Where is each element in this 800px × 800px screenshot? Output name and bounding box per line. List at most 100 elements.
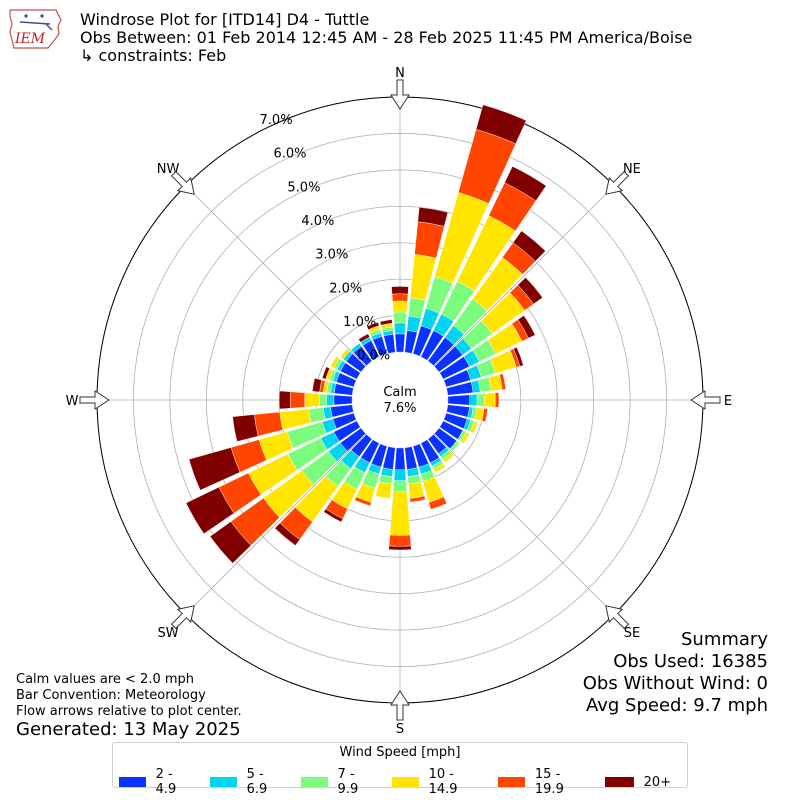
wind-bar-segment — [417, 207, 449, 227]
wind-bar-segment — [481, 408, 488, 422]
wind-bar-segment — [460, 431, 470, 444]
flow-arrow-shape — [79, 390, 110, 410]
flow-arrow-icon — [605, 605, 630, 630]
wind-bar-segment — [312, 378, 322, 393]
wind-bar-segment — [323, 508, 344, 523]
radial-tick-label: 3.0% — [315, 248, 348, 263]
wind-bar-segment — [274, 522, 300, 546]
wind-bar-segment — [513, 347, 524, 367]
radial-tick-label: 6.0% — [273, 147, 306, 162]
wind-bar-segment — [512, 230, 546, 262]
legend-item: 2 - 4.9 — [119, 767, 194, 797]
wind-bar-segment — [388, 534, 412, 547]
flow-arrow-icon — [390, 79, 410, 110]
flow-arrow-icon — [605, 170, 630, 195]
wind-bar-segment — [392, 300, 408, 313]
wind-bar-segment — [304, 392, 320, 408]
calm-label: Calm — [383, 385, 416, 400]
legend-item: 20+ — [604, 767, 671, 797]
iowa-map-icon: IEM — [9, 9, 62, 49]
wind-bar-segment — [209, 521, 252, 564]
legend-label: 10 - 14.9 — [428, 767, 458, 797]
chart-title: Windrose Plot for [ITD14] D4 - Tuttle — [80, 10, 370, 29]
wind-bar-segment — [483, 392, 496, 408]
radial-tick-label: 1.0% — [343, 315, 376, 330]
grid-spoke — [399, 399, 615, 615]
wind-bar-segment — [254, 411, 284, 437]
wind-bar-segment — [414, 221, 445, 259]
wind-bar-segment — [391, 293, 409, 302]
flow-arrow-shape — [170, 170, 195, 195]
summary-obs-without-wind: Obs Without Wind: 0 — [582, 673, 768, 694]
wind-bar-segment — [358, 333, 370, 343]
wind-bar-segment — [375, 481, 392, 499]
wind-bar-segment — [185, 486, 235, 535]
wind-bar-segment — [475, 104, 527, 145]
wind-bar-segment — [333, 394, 353, 406]
wind-bar-segment — [499, 373, 506, 391]
chart-subtitle: Obs Between: 01 Feb 2014 12:45 AM - 28 F… — [80, 28, 693, 47]
wind-bar-segment — [447, 394, 471, 406]
legend-swatch — [300, 777, 328, 787]
wind-bar-segment — [517, 315, 536, 339]
radial-tick-label: 7.0% — [260, 113, 293, 128]
wind-bar-segment — [232, 414, 259, 442]
wind-bar-segment — [392, 480, 408, 492]
logo-text: IEM — [14, 31, 46, 47]
legend-item: 7 - 9.9 — [300, 767, 376, 797]
wind-bar-segment — [470, 420, 479, 434]
legend-label: 2 - 4.9 — [155, 767, 177, 797]
flow-arrow-icon — [79, 390, 110, 410]
wind-bar-segment — [321, 366, 330, 380]
direction-label-se: SE — [624, 626, 640, 641]
legend-swatch — [498, 777, 525, 787]
legend-item: 10 - 14.9 — [391, 767, 482, 797]
wind-bar-segment — [389, 491, 411, 536]
legend-swatch — [119, 777, 146, 787]
wind-bar-segment — [354, 496, 372, 507]
wind-bar-segment — [476, 393, 485, 407]
wind-bar-segment — [494, 392, 500, 408]
radial-tick-label: 2.0% — [329, 281, 362, 296]
wind-bar-segment — [504, 166, 547, 202]
wind-bar-segment — [393, 311, 407, 324]
legend-label: 15 - 19.9 — [534, 767, 564, 797]
flow-arrow-icon — [690, 390, 721, 410]
generated-date: Generated: 13 May 2025 — [16, 719, 241, 740]
radial-tick-label: 4.0% — [301, 214, 334, 229]
flow-arrow-shape — [390, 690, 410, 721]
legend-items: 2 - 4.9 5 - 6.9 7 - 9.9 10 - 14.9 15 - 1… — [119, 767, 687, 797]
legend-swatch — [604, 777, 634, 787]
legend-swatch — [209, 777, 237, 787]
flow-arrow-shape — [605, 605, 630, 630]
wind-bar-segment — [289, 391, 306, 409]
wind-bars — [185, 104, 547, 564]
wind-bar-segment — [517, 277, 543, 305]
wind-bar-segment — [340, 348, 351, 360]
wind-bar-segment — [391, 286, 409, 295]
calm-value: 7.6% — [383, 401, 416, 416]
wind-bar-segment — [188, 447, 241, 491]
wind-bar-segment — [409, 495, 426, 503]
legend-item: 5 - 6.9 — [209, 767, 285, 797]
flow-arrow-icon — [170, 170, 195, 195]
wind-bar-segment — [366, 321, 380, 330]
calm-center — [353, 353, 447, 447]
wind-bar-segment — [319, 393, 327, 407]
constraints-line: ↳ constraints: Feb — [80, 47, 226, 65]
wind-bar-segment — [406, 315, 422, 333]
wind-bar-segment — [394, 333, 406, 353]
legend-label: 7 - 9.9 — [337, 767, 359, 797]
wind-bar-segment — [433, 463, 446, 474]
legend-title: Wind Speed [mph] — [339, 745, 461, 760]
direction-label-sw: SW — [158, 626, 179, 641]
iem-logo: IEM — [6, 6, 64, 52]
flow-arrow-shape — [390, 79, 410, 110]
wind-bar-segment — [393, 469, 407, 481]
flow-arrow-icon — [390, 690, 410, 721]
direction-label-w: W — [66, 394, 79, 409]
radial-tick-label: 0.0% — [357, 349, 390, 364]
summary-obs-used: Obs Used: 16385 — [613, 651, 768, 672]
